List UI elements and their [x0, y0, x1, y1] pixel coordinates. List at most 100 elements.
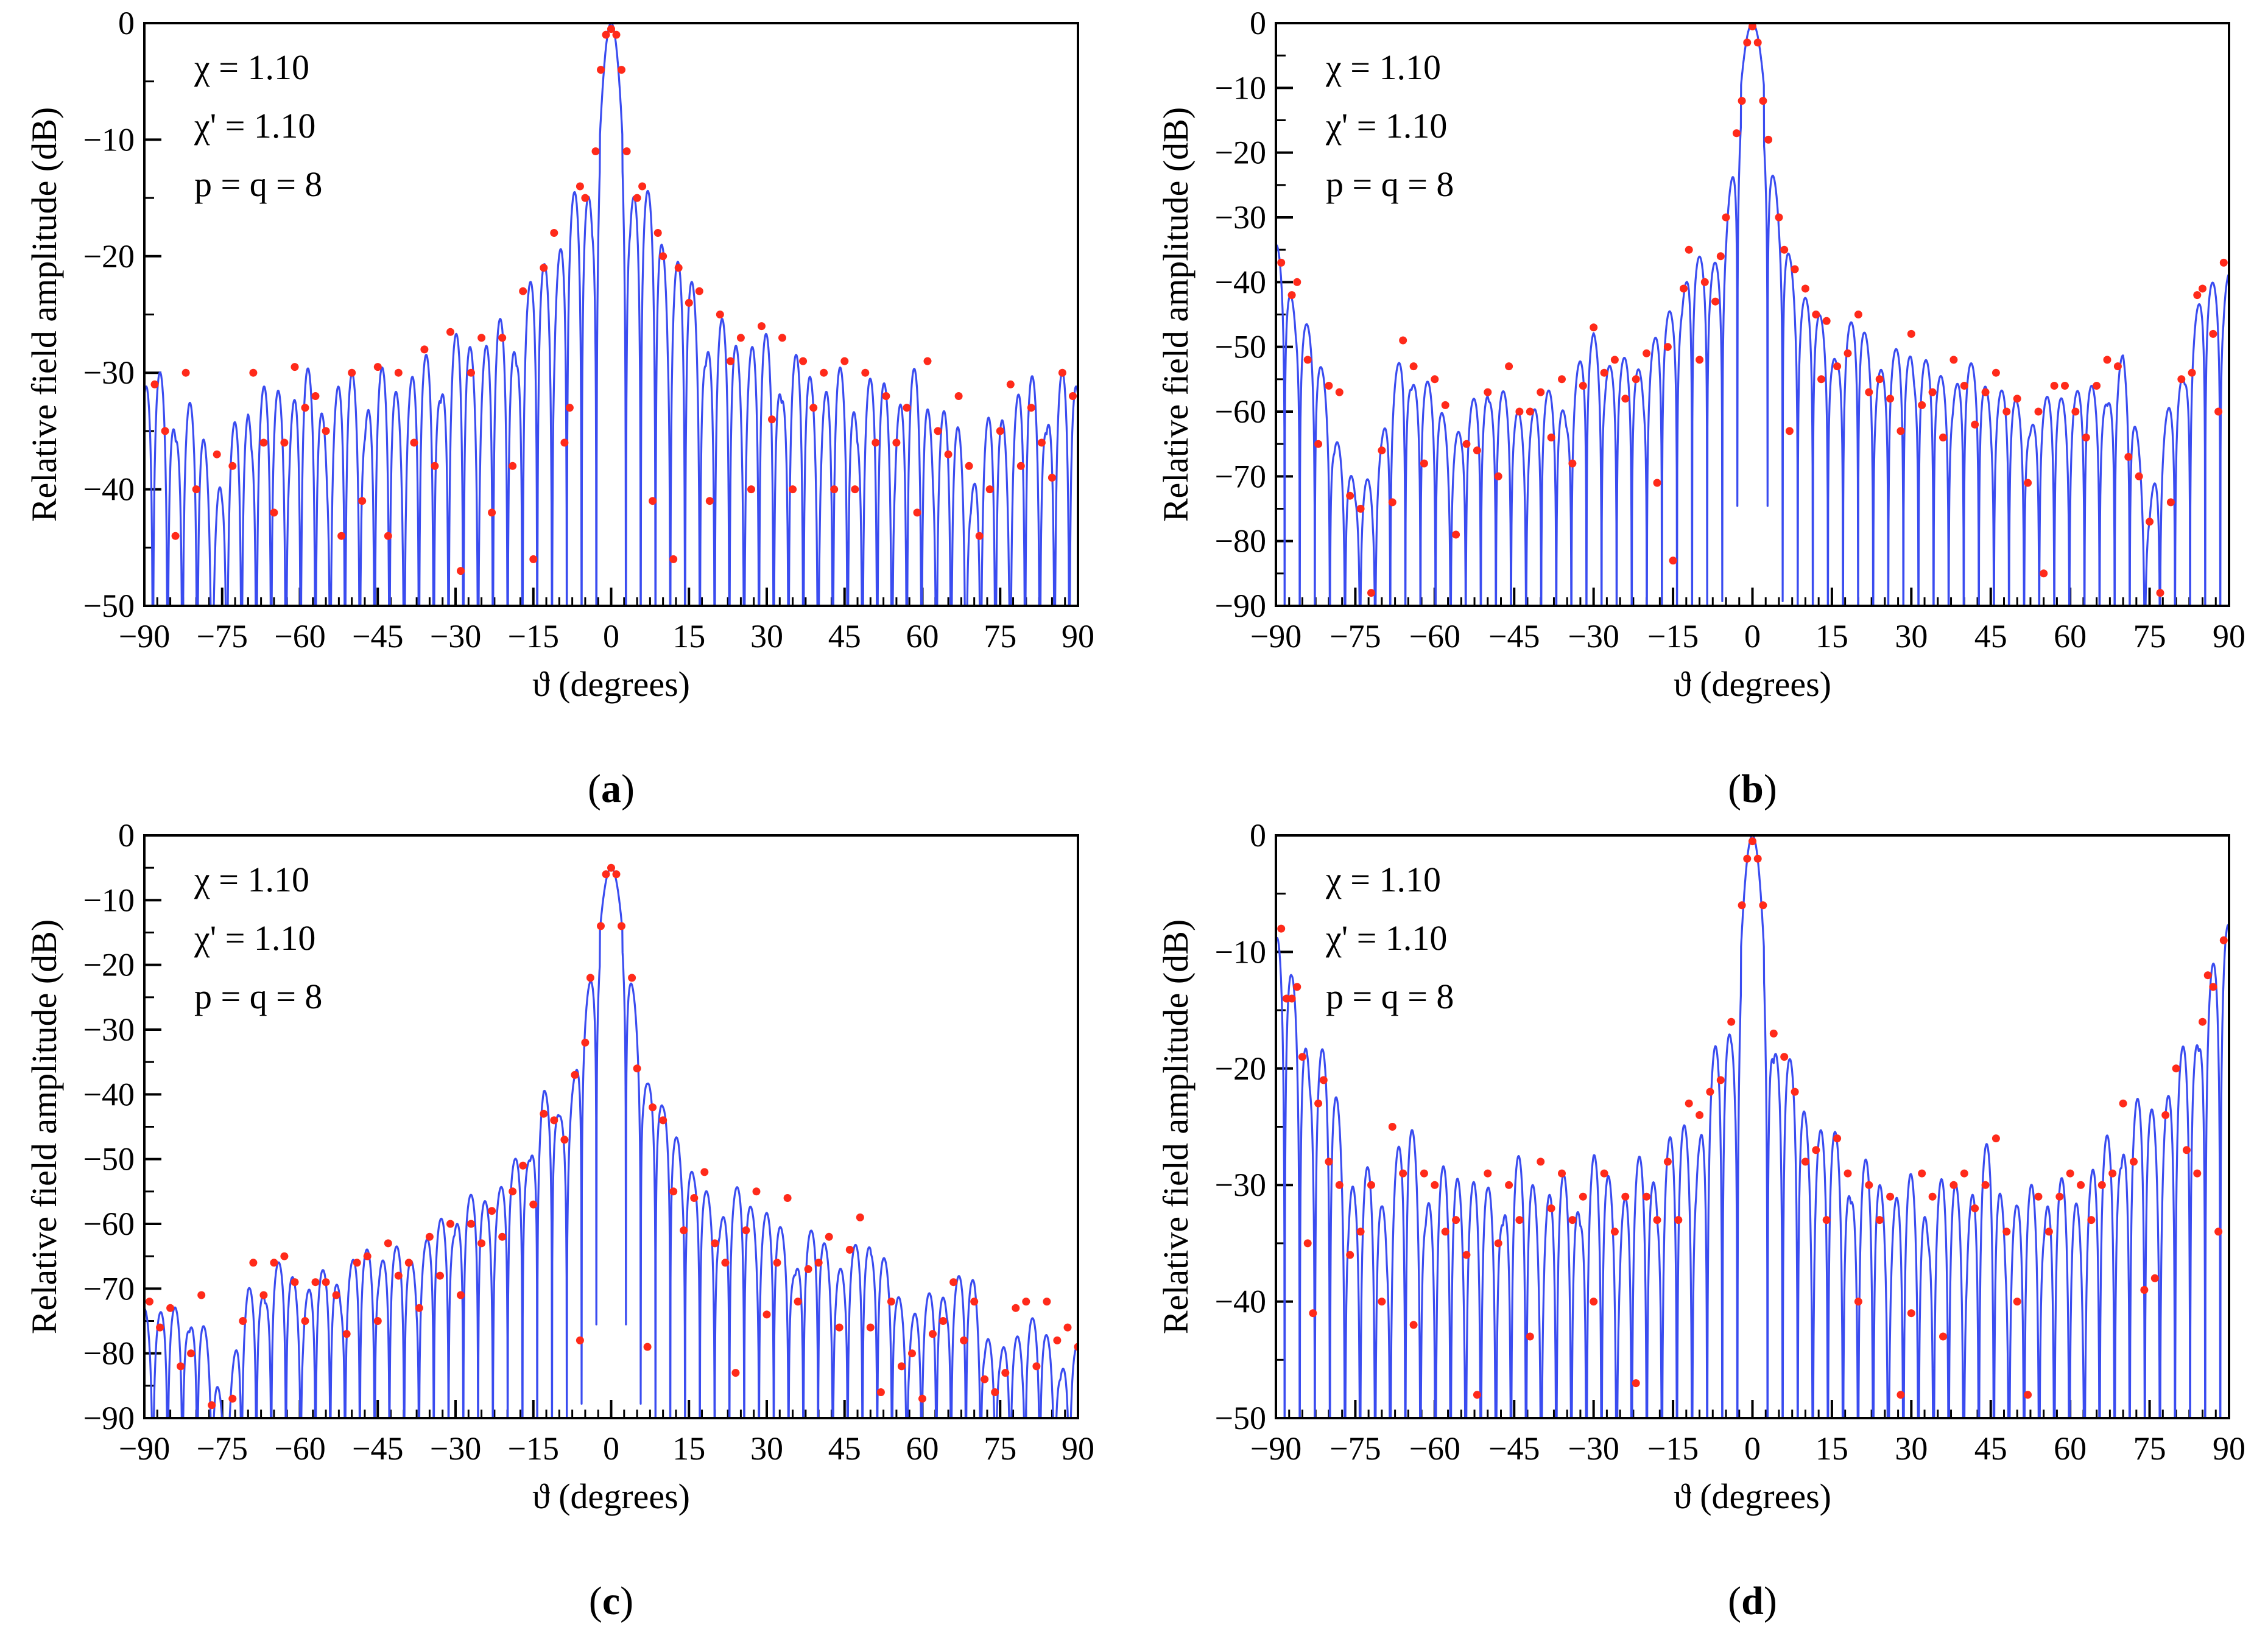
series-markers-c	[146, 863, 1078, 1410]
sample-marker	[1844, 349, 1852, 357]
annotation-text: χ' = 1.10	[194, 106, 315, 146]
sample-marker	[1303, 1239, 1312, 1248]
sample-marker	[633, 1064, 641, 1073]
sample-marker	[150, 380, 159, 388]
sample-marker	[280, 438, 289, 447]
sample-marker	[410, 438, 418, 447]
sample-marker	[1399, 1169, 1407, 1178]
y-tick-label: −80	[1215, 523, 1266, 560]
x-axis-title: ϑ (degrees)	[532, 664, 690, 704]
y-tick-label: −90	[1215, 588, 1266, 624]
sample-marker	[1896, 1391, 1905, 1399]
sample-marker	[1277, 258, 1286, 267]
sample-marker	[1346, 1251, 1354, 1259]
sample-marker	[1431, 375, 1439, 384]
sample-marker	[2150, 1274, 2159, 1282]
sample-marker	[550, 229, 558, 237]
sample-marker	[1409, 1321, 1418, 1329]
sample-marker	[1610, 356, 1619, 364]
sample-marker	[913, 508, 921, 517]
x-tick-label: 15	[1815, 1430, 1848, 1467]
sample-marker	[2034, 1192, 2043, 1201]
sample-marker	[384, 1239, 392, 1248]
sample-marker	[1346, 491, 1354, 500]
sample-marker	[1515, 407, 1524, 416]
x-tick-label: 45	[1974, 1430, 2007, 1467]
sample-marker	[726, 357, 734, 365]
y-tick-label: −50	[1215, 329, 1266, 365]
sample-marker	[1732, 129, 1741, 138]
plot-frame	[143, 22, 1079, 607]
y-tick-label: −40	[1215, 1284, 1266, 1320]
sample-marker	[2182, 1146, 2191, 1154]
sample-marker	[934, 427, 942, 435]
sample-marker	[2061, 382, 2069, 390]
sample-marker	[649, 497, 657, 505]
panel-label-open: (	[588, 767, 601, 811]
sample-marker	[1711, 297, 1720, 306]
sample-marker	[1462, 440, 1471, 448]
sample-marker	[949, 1278, 958, 1287]
sample-marker	[571, 1070, 579, 1079]
sample-marker	[1505, 1181, 1513, 1189]
panel-label-letter: a	[601, 767, 621, 811]
annotation-text: χ = 1.10	[194, 860, 309, 899]
x-tick-label: 30	[1895, 618, 1928, 655]
sample-marker	[1738, 901, 1746, 910]
y-tick-label: −50	[83, 1141, 135, 1178]
sample-marker	[1791, 1087, 1799, 1096]
sample-marker	[602, 870, 610, 879]
sample-marker	[2130, 1158, 2138, 1166]
sample-marker	[622, 147, 631, 155]
sample-marker	[2203, 971, 2212, 980]
sample-marker	[1727, 1017, 1736, 1026]
sample-marker	[825, 1232, 833, 1241]
sample-marker	[2013, 395, 2021, 403]
sample-marker	[674, 264, 683, 272]
annotation-text: p = q = 8	[1326, 164, 1454, 204]
sample-marker	[1700, 278, 1709, 286]
sample-marker	[1833, 1134, 1842, 1143]
sample-marker	[1378, 446, 1386, 455]
sample-marker	[1420, 1169, 1428, 1178]
y-tick-label: −80	[83, 1335, 135, 1372]
sample-marker	[1918, 1169, 1926, 1178]
sample-marker	[2087, 1216, 2096, 1224]
sample-marker	[1749, 23, 1756, 30]
x-tick-label: −45	[1488, 1430, 1540, 1467]
sample-marker	[762, 1310, 771, 1319]
sample-marker	[322, 427, 330, 435]
y-tick-label: −60	[1215, 393, 1266, 430]
sample-marker	[498, 334, 507, 342]
x-tick-label: 60	[2054, 1430, 2087, 1467]
sample-marker	[259, 438, 268, 447]
sample-marker	[353, 1259, 361, 1267]
sample-marker	[840, 357, 849, 365]
sample-marker	[425, 1232, 434, 1241]
x-tick-label: −45	[352, 618, 403, 655]
series-markers-d	[1277, 837, 2228, 1399]
sample-marker	[213, 450, 221, 458]
sample-marker	[1928, 388, 1937, 396]
sample-marker	[1325, 382, 1333, 390]
sample-marker	[1621, 1192, 1630, 1201]
y-tick-label: −10	[83, 882, 135, 918]
pattern-line	[1276, 835, 2229, 1418]
sample-marker	[457, 1291, 465, 1299]
sample-marker	[431, 462, 439, 470]
x-tick-label: 90	[2213, 1430, 2245, 1467]
sample-marker	[845, 1246, 854, 1254]
sample-marker	[171, 532, 180, 540]
sample-marker	[612, 30, 621, 39]
annotation-text: χ' = 1.10	[194, 918, 315, 958]
sample-marker	[820, 368, 828, 377]
sample-marker	[1791, 265, 1799, 273]
sample-marker	[509, 1187, 517, 1196]
sample-marker	[2040, 569, 2048, 578]
sample-marker	[773, 1259, 781, 1267]
x-tick-label: −90	[119, 618, 170, 655]
x-axis-title: ϑ (degrees)	[1674, 1477, 1831, 1516]
sample-marker	[332, 1291, 340, 1299]
x-tick-label: −30	[430, 1430, 481, 1467]
sample-marker	[363, 1252, 372, 1260]
